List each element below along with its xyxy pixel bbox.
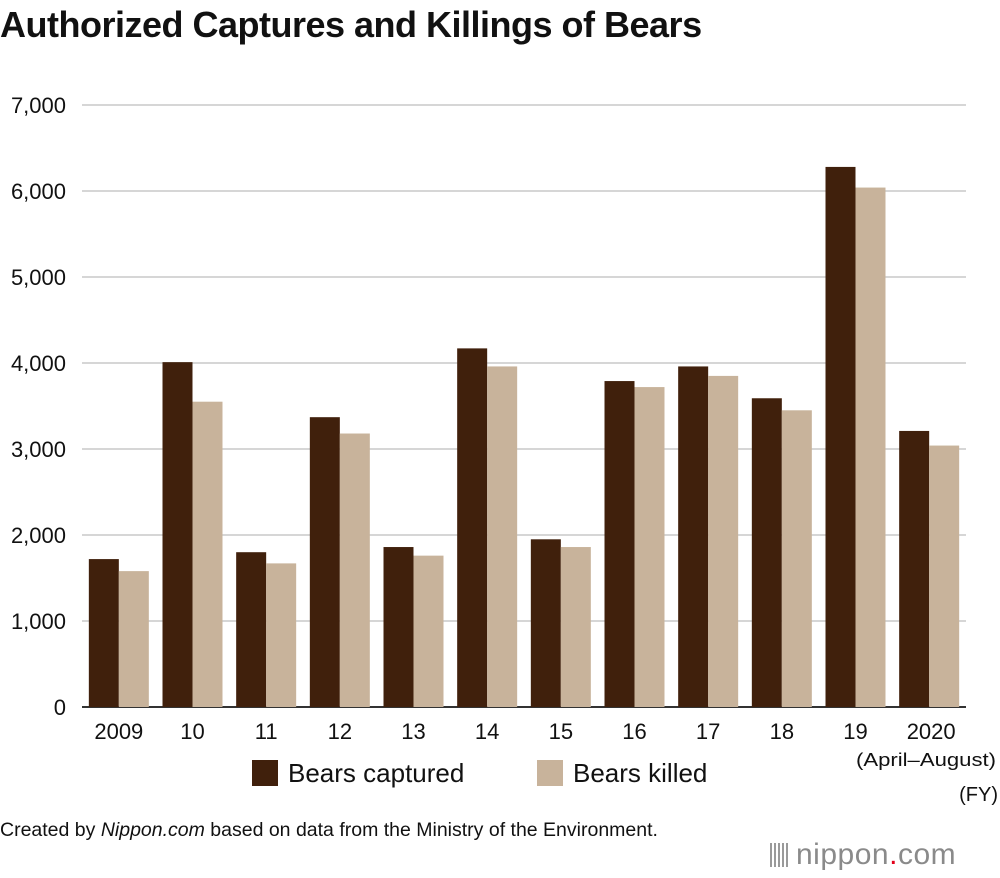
- x-tick-label: 13: [401, 719, 425, 744]
- chart-title: Authorized Captures and Killings of Bear…: [0, 4, 702, 45]
- x-tick-label: 17: [696, 719, 720, 744]
- bar-killed: [487, 366, 518, 707]
- bar-captured: [309, 417, 340, 707]
- bar-captured: [530, 539, 561, 707]
- x-tick-note: (April–August): [856, 750, 996, 770]
- bar-captured: [457, 348, 488, 707]
- bar-killed: [413, 555, 444, 707]
- bar-chart: 0 1,000 2,000 3,000 4,000 5,000 6,000 7,000 2009…: [11, 93, 998, 806]
- bar-killed: [929, 445, 960, 707]
- bar-killed: [339, 433, 370, 707]
- credit-site: Nippon.com: [100, 819, 205, 841]
- y-tick-label: 2,000: [11, 523, 66, 548]
- y-tick-label: 6,000: [11, 179, 66, 204]
- bar-captured: [383, 547, 414, 707]
- x-tick-label: 16: [622, 719, 646, 744]
- x-tick-label: 12: [328, 719, 352, 744]
- bar-captured: [604, 381, 635, 707]
- x-tick-label: 18: [770, 719, 794, 744]
- x-tick-label: 10: [180, 719, 204, 744]
- logo-dot: .: [889, 838, 898, 871]
- logo-bars-icon: [770, 843, 790, 867]
- x-tick-label: 2009: [94, 719, 143, 744]
- credit-suffix: based on data from the Ministry of the E…: [204, 819, 658, 841]
- bar-killed: [781, 410, 812, 707]
- legend-label: Bears captured: [288, 758, 464, 788]
- source-credit: Created by Nippon.com based on data from…: [0, 816, 720, 844]
- legend-swatch: [252, 760, 278, 786]
- bar-killed: [266, 563, 297, 707]
- bar-killed: [708, 375, 739, 707]
- bar-captured: [899, 430, 930, 707]
- y-tick-label: 1,000: [11, 609, 66, 634]
- logo-tld: com: [897, 838, 957, 871]
- legend-swatch: [537, 760, 563, 786]
- x-tick-label: 15: [549, 719, 573, 744]
- x-tick-label: 2020: [907, 719, 956, 744]
- legend-label: Bears killed: [573, 758, 707, 788]
- bar-captured: [162, 362, 193, 707]
- y-tick-label: 7,000: [11, 93, 66, 118]
- logo-name: nippon: [796, 838, 890, 871]
- x-tick-label: 19: [843, 719, 867, 744]
- bar-killed: [855, 187, 886, 707]
- credit-prefix: Created by: [0, 819, 101, 841]
- bar-captured: [678, 366, 709, 707]
- x-tick-label: 11: [255, 719, 278, 744]
- nippon-logo: nippon.com: [770, 838, 956, 872]
- bar-captured: [236, 552, 267, 707]
- bar-killed: [118, 571, 149, 707]
- y-tick-label: 4,000: [11, 351, 66, 376]
- bar-killed: [192, 401, 223, 707]
- bar-killed: [634, 387, 665, 707]
- bar-captured: [751, 398, 782, 707]
- y-tick-label: 5,000: [11, 265, 66, 290]
- x-tick-label: 14: [475, 719, 499, 744]
- y-tick-label: 3,000: [11, 437, 66, 462]
- bar-killed: [560, 547, 591, 707]
- y-tick-label: 0: [54, 695, 66, 720]
- bar-captured: [88, 559, 119, 707]
- x-axis-unit: (FY): [959, 784, 998, 806]
- bar-captured: [825, 166, 856, 708]
